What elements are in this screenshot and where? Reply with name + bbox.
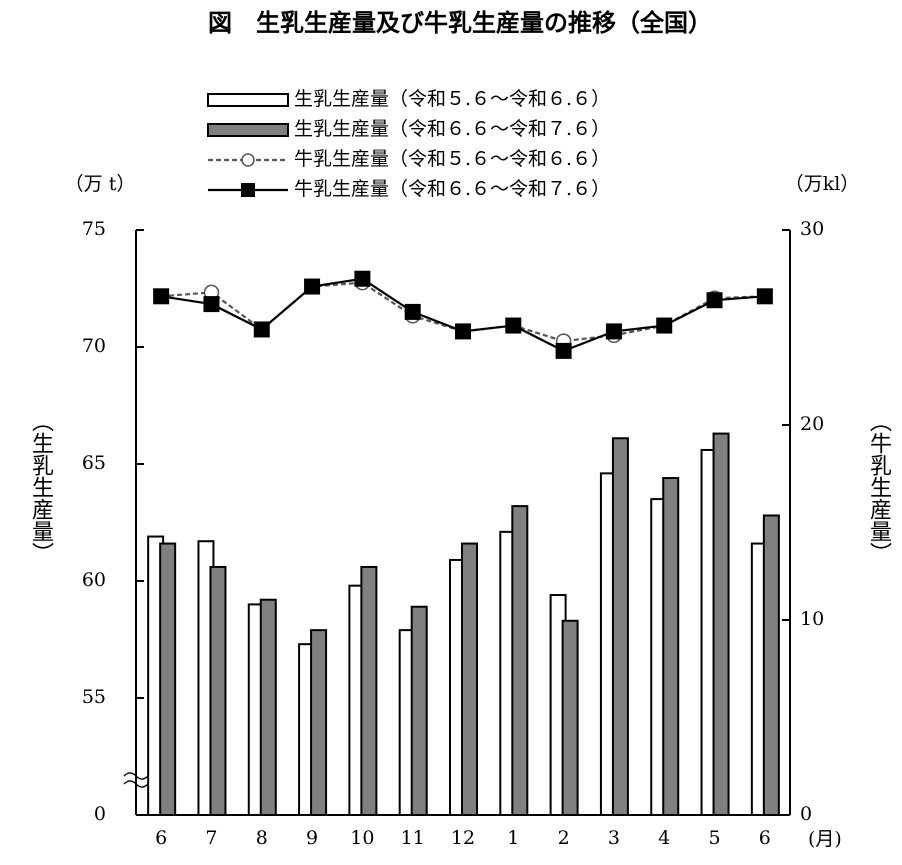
y-tick-label: 0	[94, 803, 106, 825]
x-tick-label: 11	[401, 827, 425, 849]
x-tick-label: 8	[256, 827, 268, 849]
x-tick-label: 5	[708, 827, 720, 849]
bar	[461, 542, 478, 816]
line	[160, 277, 765, 353]
y-unit: （万 t）	[65, 173, 136, 195]
bar	[712, 432, 730, 816]
y2-tick-label: 0	[800, 803, 812, 825]
point	[605, 323, 622, 340]
y-tick-label: 55	[82, 686, 106, 708]
bar	[762, 514, 780, 816]
x-tick-label: 4	[658, 827, 670, 849]
y-axis-title: （生乳生産量）	[28, 410, 54, 564]
x-tick-label: 2	[558, 827, 570, 849]
y2-axis-title: （牛乳生産量）	[866, 410, 892, 564]
x-tick-label: 6	[759, 827, 771, 849]
x-tick-label: 10	[350, 827, 374, 849]
legend-marker	[241, 183, 255, 197]
x-unit: (月)	[808, 828, 842, 850]
x-tick-label: 7	[205, 827, 217, 849]
bar	[561, 619, 579, 817]
bar	[310, 629, 328, 817]
x-tick-label: 9	[306, 827, 318, 849]
legend-swatch	[207, 93, 289, 107]
point	[555, 342, 572, 359]
point	[706, 292, 723, 309]
point	[656, 317, 673, 334]
y2-tick-label: 20	[800, 413, 824, 435]
point	[505, 317, 522, 334]
y-tick-label: 70	[82, 335, 106, 357]
y2-unit: （万kl）	[785, 173, 860, 195]
y2-tick-label: 10	[800, 608, 824, 630]
bar	[662, 477, 680, 816]
point	[404, 303, 421, 320]
y-tick-label: 65	[82, 452, 106, 474]
bar	[410, 605, 428, 816]
x-tick-label: 12	[451, 827, 475, 849]
point	[253, 321, 270, 338]
point	[153, 288, 170, 305]
bar	[259, 598, 277, 816]
bar	[360, 565, 378, 817]
point	[756, 288, 773, 305]
bar	[511, 505, 529, 816]
legend-label: 牛乳生産量（令和６.６～令和７.６）	[294, 178, 610, 200]
point	[203, 296, 220, 313]
x-tick-label: 1	[507, 827, 519, 849]
legend-marker	[241, 153, 255, 167]
legend-label: 牛乳生産量（令和５.６～令和６.６）	[294, 148, 610, 170]
point	[354, 270, 371, 287]
legend-swatch	[207, 123, 289, 137]
legend-label: 生乳生産量（令和５.６～令和６.６）	[294, 88, 610, 110]
chart-title: 図 生乳生産量及び牛乳生産量の推移（全国）	[208, 9, 712, 37]
bar	[209, 565, 227, 817]
y-tick-label: 60	[82, 569, 106, 591]
legend-label: 生乳生産量（令和６.６～令和７.６）	[294, 118, 610, 140]
x-tick-label: 6	[155, 827, 167, 849]
bar	[611, 437, 629, 816]
point	[455, 323, 471, 340]
x-tick-label: 3	[608, 827, 620, 849]
bar	[159, 542, 177, 816]
point	[304, 278, 321, 295]
y-tick-label: 75	[82, 218, 106, 240]
y2-tick-label: 30	[800, 218, 824, 240]
